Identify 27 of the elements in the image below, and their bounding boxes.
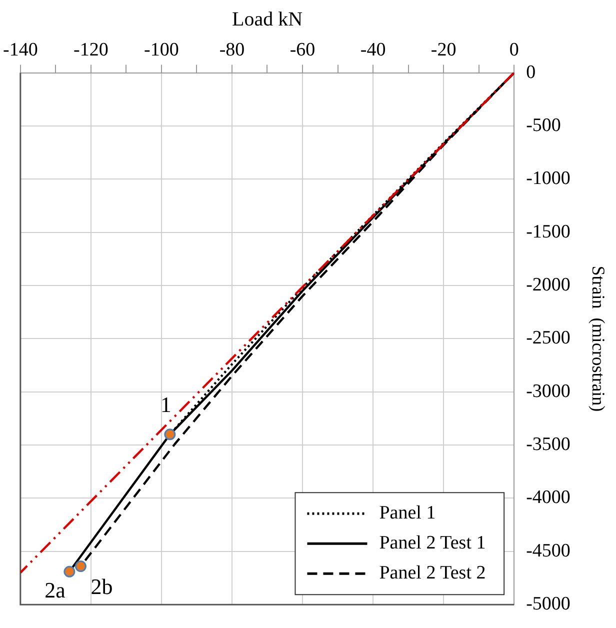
x-tick-label: -100 <box>144 39 179 60</box>
y-tick-label: -1500 <box>526 221 570 242</box>
annotation: 2a <box>44 577 66 602</box>
x-tick-label: -120 <box>74 39 108 60</box>
x-tick-label: -80 <box>219 39 245 60</box>
y-tick-label: -3500 <box>526 434 570 456</box>
y-tick-label: -500 <box>526 114 561 136</box>
y-axis-title: Strain (microstrain) <box>588 266 608 412</box>
annotation: 2b <box>90 574 113 600</box>
y-tick-label: 0 <box>526 62 536 83</box>
y-tick-label: -3000 <box>526 380 570 402</box>
legend-label: Panel 1 <box>379 502 436 524</box>
y-tick-label: -4000 <box>526 487 570 508</box>
y-tick-label: -2500 <box>526 328 570 349</box>
x-tick-label: -60 <box>290 39 316 60</box>
annotation: 1 <box>160 392 172 418</box>
x-tick-label: -140 <box>3 39 38 60</box>
y-tick-label: -5000 <box>526 594 570 615</box>
x-axis-title: Load kN <box>232 8 303 30</box>
x-tick-label: -20 <box>430 39 456 60</box>
x-tick-label: -40 <box>360 39 386 60</box>
y-tick-label: -2000 <box>526 274 570 296</box>
x-tick-label: 0 <box>509 39 519 60</box>
y-tick-label: -4500 <box>526 540 570 562</box>
legend-label: Panel 2 Test 2 <box>379 562 486 584</box>
legend-label: Panel 2 Test 1 <box>379 532 486 554</box>
y-tick-label: -1000 <box>526 168 570 190</box>
